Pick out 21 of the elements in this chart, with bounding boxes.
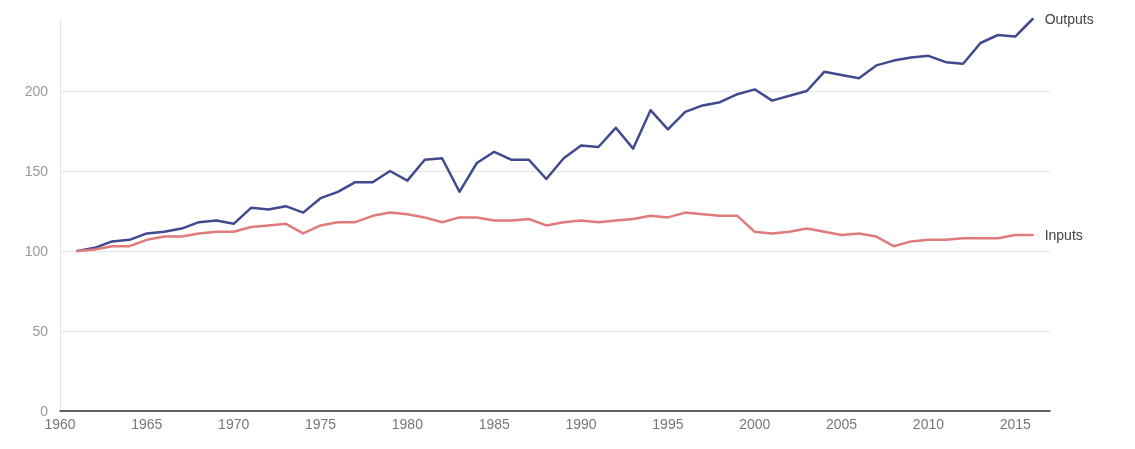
x-tick-label: 1980 [391, 416, 424, 432]
x-tick-label: 1960 [44, 416, 76, 432]
line-series [76, 211, 1034, 253]
line-series [76, 17, 1034, 253]
x-tick-label: 2005 [826, 416, 858, 432]
x-tick-label: 2015 [999, 416, 1032, 432]
x-tick-label: 1965 [131, 416, 163, 432]
x-tick-label: 1970 [218, 416, 250, 432]
y-tick-label: 0 [40, 403, 49, 419]
x-tick-label: 2010 [912, 416, 945, 432]
y-tick-label: 100 [24, 243, 49, 259]
x-tick-label: 1995 [652, 416, 684, 432]
series-label: Inputs [1044, 227, 1083, 243]
y-tick-label: 200 [24, 83, 49, 99]
series-label: Outputs [1044, 11, 1094, 27]
x-tick-label: 1990 [565, 416, 597, 432]
x-tick-label: 1975 [304, 416, 337, 432]
x-tick-label: 1985 [478, 416, 510, 432]
y-tick-label: 50 [32, 323, 49, 339]
y-tick-label: 150 [24, 163, 49, 179]
x-tick-label: 2000 [739, 416, 771, 432]
